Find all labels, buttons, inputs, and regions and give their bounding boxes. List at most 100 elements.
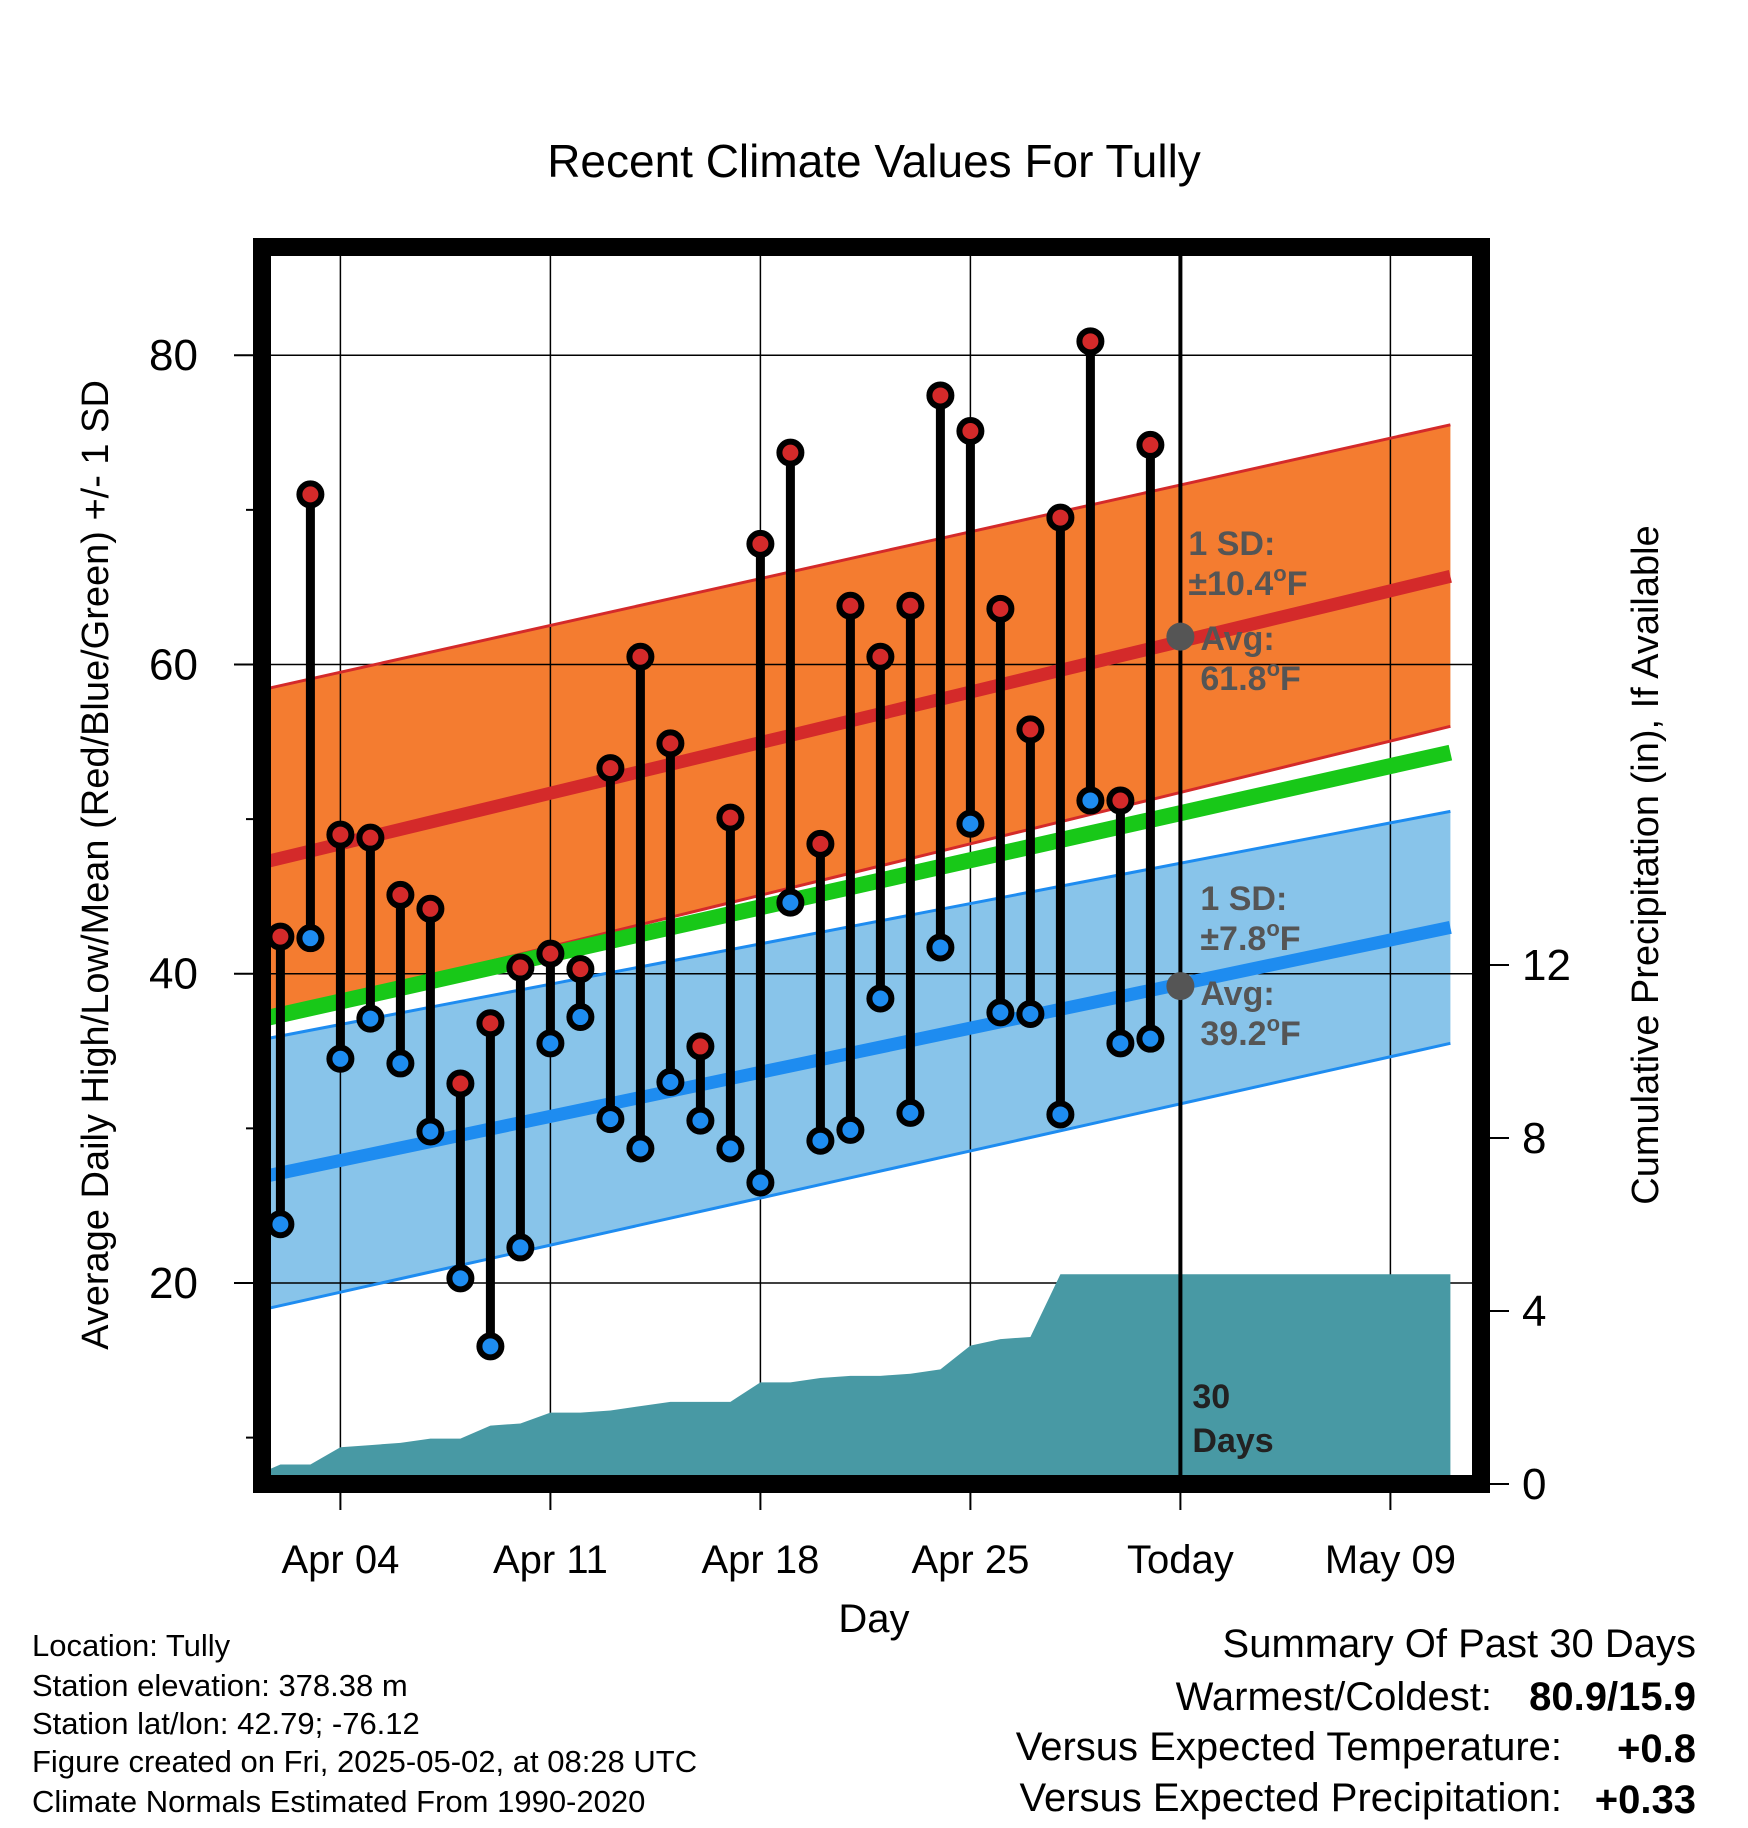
daily-low-point xyxy=(326,1044,355,1073)
summary-title: Summary Of Past 30 Days xyxy=(1223,1622,1696,1666)
daily-high-point xyxy=(386,880,415,909)
temperature-departure-value: +0.8 xyxy=(1617,1727,1696,1771)
daily-low-point xyxy=(356,1004,385,1033)
plot-frame xyxy=(253,238,1490,1493)
daily-high-point xyxy=(776,438,805,467)
y2-tick-label: 0 xyxy=(1522,1460,1546,1509)
station-info: Location: Tully Station elevation: 378.3… xyxy=(32,1628,697,1819)
station-elevation: Station elevation: 378.38 m xyxy=(32,1668,408,1703)
daily-high-point xyxy=(1076,327,1105,356)
daily-low-point xyxy=(656,1067,685,1096)
x-tick-label: Apr 04 xyxy=(281,1538,399,1582)
days-label-text: Days xyxy=(1192,1422,1273,1460)
daily-low-point xyxy=(956,809,985,838)
warmest-coldest-value: 80.9/15.9 xyxy=(1529,1675,1696,1719)
precipitation-departure-value: +0.33 xyxy=(1595,1778,1696,1822)
daily-low-point xyxy=(386,1049,415,1078)
daily-high-point xyxy=(266,922,295,951)
daily-low-point xyxy=(986,998,1015,1027)
daily-high-point xyxy=(956,417,985,446)
daily-high-point xyxy=(416,894,445,923)
y-tick-label: 20 xyxy=(149,1259,198,1308)
precipitation-departure-label: Versus Expected Precipitation: xyxy=(1019,1776,1562,1820)
x-tick-label: May 09 xyxy=(1325,1538,1456,1582)
daily-low-point xyxy=(536,1029,565,1058)
y-tick-label: 80 xyxy=(149,331,198,380)
y-tick-label: 60 xyxy=(149,640,198,689)
low-sd-value: ±7.8oF xyxy=(1200,916,1300,958)
daily-high-point xyxy=(1106,786,1135,815)
daily-low-point xyxy=(1046,1100,1075,1129)
high-sd-value: ±10.4oF xyxy=(1188,561,1307,603)
daily-high-point xyxy=(986,594,1015,623)
daily-low-point xyxy=(716,1134,745,1163)
daily-high-point xyxy=(896,591,925,620)
daily-low-point xyxy=(566,1003,595,1032)
daily-high-point xyxy=(716,803,745,832)
low-avg-marker xyxy=(1166,972,1195,1001)
high-avg-label: Avg: xyxy=(1200,620,1274,658)
daily-high-point xyxy=(656,729,685,758)
x-tick-label: Apr 18 xyxy=(701,1538,819,1582)
daily-low-point xyxy=(506,1233,535,1262)
high-upper-line xyxy=(262,423,1451,692)
daily-low-point xyxy=(836,1115,865,1144)
y2-tick-label: 12 xyxy=(1522,941,1571,990)
y2-tick-label: 4 xyxy=(1522,1287,1546,1336)
daily-low-point xyxy=(806,1126,835,1155)
plot-border xyxy=(253,238,1490,1493)
warmest-coldest-label: Warmest/Coldest: xyxy=(1176,1675,1492,1719)
daily-low-point xyxy=(746,1168,775,1197)
precipitation-area xyxy=(262,1274,1451,1484)
daily-low-point xyxy=(416,1117,445,1146)
daily-high-point xyxy=(926,381,955,410)
daily-low-point xyxy=(266,1210,295,1239)
station-latlon: Station lat/lon: 42.79; -76.12 xyxy=(32,1706,420,1741)
y2-axis-label: Cumulative Precipitation (in), If Availa… xyxy=(1625,525,1667,1204)
daily-low-point xyxy=(686,1106,715,1135)
low-sd-label: 1 SD: xyxy=(1200,880,1287,918)
daily-high-point xyxy=(326,820,355,849)
high-sd-label: 1 SD: xyxy=(1188,525,1275,563)
daily-high-point xyxy=(446,1069,475,1098)
x-tick-label: Today xyxy=(1127,1538,1234,1582)
x-tick-label: Apr 11 xyxy=(493,1538,608,1582)
y-tick-label: 40 xyxy=(149,950,198,999)
y-axis-label: Average Daily High/Low/Mean (Red/Blue/Gr… xyxy=(75,380,117,1350)
low-lower-line xyxy=(262,1041,1451,1312)
low-avg-label: Avg: xyxy=(1200,975,1274,1013)
x-axis-label: Day xyxy=(838,1597,909,1641)
daily-low-point xyxy=(1076,786,1105,815)
station-location: Location: Tully xyxy=(32,1628,231,1663)
daily-high-point xyxy=(356,823,385,852)
daily-low-point xyxy=(1136,1024,1165,1053)
days-label-number: 30 xyxy=(1192,1378,1230,1416)
daily-high-point xyxy=(296,480,325,509)
daily-low-point xyxy=(896,1098,925,1127)
high-avg-value: 61.8oF xyxy=(1200,656,1300,698)
daily-low-point xyxy=(296,924,325,953)
daily-low-point xyxy=(446,1264,475,1293)
daily-low-point xyxy=(626,1134,655,1163)
low-avg-value: 39.2oF xyxy=(1200,1011,1300,1053)
daily-high-point xyxy=(836,591,865,620)
daily-low-point xyxy=(1106,1029,1135,1058)
daily-high-point xyxy=(806,829,835,858)
summary-panel: Summary Of Past 30 Days Warmest/Coldest:… xyxy=(1016,1622,1696,1822)
daily-low-point xyxy=(776,888,805,917)
figure-created: Figure created on Fri, 2025-05-02, at 08… xyxy=(32,1744,697,1779)
daily-high-point xyxy=(626,642,655,671)
high-avg-marker xyxy=(1166,622,1195,651)
daily-high-point xyxy=(686,1032,715,1061)
x-tick-label: Apr 25 xyxy=(911,1538,1029,1582)
axes: 20 40 60 80 0 4 8 12 Apr 04 Apr 11 Apr 18 Apr 25 Tod… xyxy=(149,331,1571,1582)
daily-high-point xyxy=(746,529,775,558)
daily-high-point xyxy=(476,1009,505,1038)
daily-low-point xyxy=(1016,999,1045,1028)
daily-high-point xyxy=(596,754,625,783)
daily-high-point xyxy=(536,939,565,968)
y2-tick-label: 8 xyxy=(1522,1114,1546,1163)
climate-normals-period: Climate Normals Estimated From 1990-2020 xyxy=(32,1784,645,1819)
